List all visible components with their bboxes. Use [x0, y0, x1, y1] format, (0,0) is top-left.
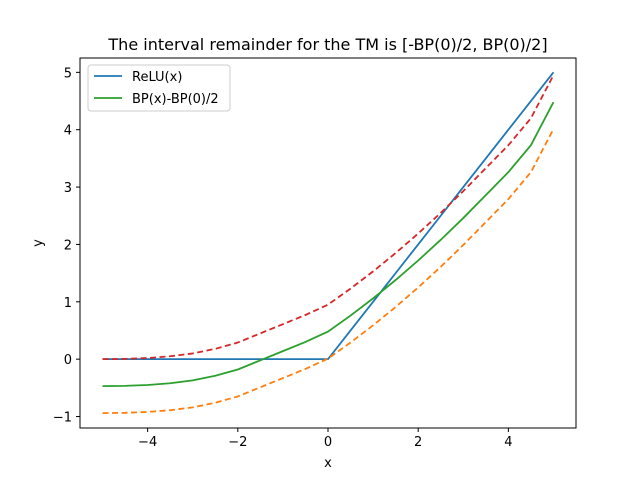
x-tick-label: 0: [324, 435, 332, 450]
legend-label-bp: BP(x)-BP(0)/2: [132, 92, 219, 107]
y-tick-label: 2: [64, 238, 72, 253]
chart-title: The interval remainder for the TM is [-B…: [107, 35, 547, 54]
series-line-2: [102, 128, 555, 414]
series-line-3: [102, 74, 555, 361]
y-tick-label: −1: [53, 411, 72, 426]
x-tick-label: 2: [414, 435, 422, 450]
x-tick-label: −4: [138, 435, 157, 450]
legend-label-relu: ReLU(x): [132, 70, 182, 85]
y-tick-label: 1: [64, 296, 72, 311]
plot-frame: [79, 57, 577, 429]
legend-box: [87, 64, 231, 112]
plot-series-group: [102, 71, 555, 414]
y-tick-label: 0: [64, 353, 72, 368]
y-tick-label: 5: [64, 66, 72, 81]
x-tick-label: 4: [504, 435, 512, 450]
y-axis-label: y: [31, 239, 46, 247]
legend: ReLU(x) BP(x)-BP(0)/2: [87, 64, 231, 112]
x-tick-label: −2: [228, 435, 247, 450]
y-tick-label: 4: [64, 124, 72, 139]
series-line-1: [102, 101, 555, 388]
x-axis-label: x: [324, 456, 332, 471]
series-line-0: [102, 71, 555, 361]
y-tick-label: 3: [64, 181, 72, 196]
ticks-group: −4 −2 0 2 4 −1 0 1 2 3 4 5: [53, 66, 513, 450]
